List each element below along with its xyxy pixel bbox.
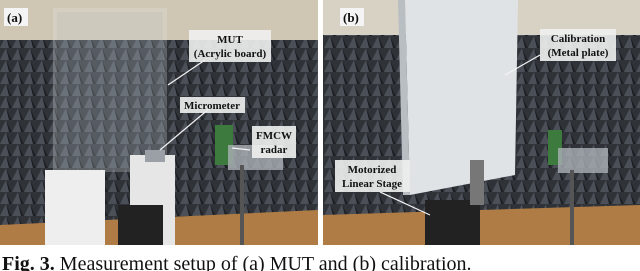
leader-line [159,107,211,151]
label-bg [4,8,28,26]
annotation: (Metal plate) [548,47,609,59]
label-bg [189,30,271,62]
panel-label: (a) [7,10,22,25]
annotation: MUT [217,34,243,46]
leader-line [504,54,541,76]
caption-number: Fig. 3. [2,253,55,271]
label-bg [252,126,296,158]
leader-line [379,191,431,216]
label-bg [335,160,410,192]
caption: Fig. 3. Measurement setup of (a) MUT and… [2,253,472,271]
annotation: Calibration [551,33,605,45]
label-bg [540,29,616,61]
annotation: Micrometer [184,100,240,112]
annotation: Motorized [348,164,397,176]
annotation: (Acrylic board) [194,48,267,60]
panel-label: (b) [343,10,359,25]
label-bg [180,97,245,113]
label-bg [340,8,364,26]
annotation: Linear Stage [342,178,402,190]
leader-line [231,147,251,151]
annotation: radar [261,144,288,156]
caption-text: Measurement setup of (a) MUT and (b) cal… [60,253,472,271]
leader-line [167,59,206,86]
annotation: FMCW [256,130,292,142]
